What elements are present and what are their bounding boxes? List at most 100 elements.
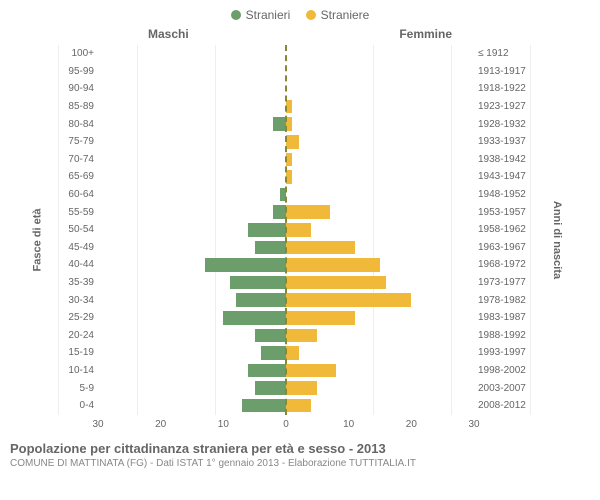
x-tick: 10 — [218, 419, 229, 430]
bar-zone — [98, 168, 474, 186]
age-tick: 70-74 — [58, 154, 98, 165]
birth-tick: 2008-2012 — [474, 400, 530, 411]
birth-tick: 1933-1937 — [474, 136, 530, 147]
age-tick: 20-24 — [58, 330, 98, 341]
age-tick: 35-39 — [58, 277, 98, 288]
age-tick: 60-64 — [58, 189, 98, 200]
bar-zone — [98, 397, 474, 415]
age-tick: 55-59 — [58, 207, 98, 218]
birth-tick: 1953-1957 — [474, 207, 530, 218]
bar-female — [286, 153, 292, 167]
plot-area: Fasce di età Anni di nascita 100+≤ 19129… — [8, 45, 592, 435]
chart-title: Popolazione per cittadinanza straniera p… — [10, 441, 590, 456]
bar-male — [255, 329, 286, 343]
pyramid-rows: 100+≤ 191295-991913-191790-941918-192285… — [58, 45, 530, 415]
age-tick: 65-69 — [58, 171, 98, 182]
bar-female — [286, 117, 292, 131]
age-tick: 80-84 — [58, 119, 98, 130]
legend: Stranieri Straniere — [8, 8, 592, 23]
bar-female — [286, 100, 292, 114]
x-tick: 20 — [155, 419, 166, 430]
pyramid-row: 5-92003-2007 — [58, 379, 530, 397]
header-male: Maschi — [148, 27, 189, 41]
pyramid-row: 70-74 1938-1942 — [58, 151, 530, 169]
bar-female — [286, 241, 355, 255]
bar-zone — [98, 63, 474, 81]
birth-tick: 1948-1952 — [474, 189, 530, 200]
bar-zone — [98, 221, 474, 239]
birth-tick: 1923-1927 — [474, 101, 530, 112]
bar-zone — [98, 98, 474, 116]
bar-zone — [98, 291, 474, 309]
bar-male — [273, 117, 286, 131]
birth-tick: 1943-1947 — [474, 171, 530, 182]
bar-zone — [98, 80, 474, 98]
bar-male — [205, 258, 286, 272]
age-tick: 85-89 — [58, 101, 98, 112]
age-tick: 30-34 — [58, 295, 98, 306]
gridline — [530, 45, 531, 415]
pyramid-row: 55-59 1953-1957 — [58, 203, 530, 221]
bar-male — [273, 205, 286, 219]
legend-swatch-male — [231, 10, 241, 20]
pyramid-row: 65-69 1943-1947 — [58, 168, 530, 186]
bar-zone — [98, 203, 474, 221]
age-tick: 95-99 — [58, 66, 98, 77]
bar-zone — [98, 344, 474, 362]
bar-male — [280, 188, 286, 202]
bar-male — [223, 311, 286, 325]
bar-female — [286, 399, 311, 413]
bar-zone — [98, 362, 474, 380]
age-tick: 25-29 — [58, 312, 98, 323]
age-tick: 50-54 — [58, 224, 98, 235]
pyramid-row: 80-841928-1932 — [58, 115, 530, 133]
pyramid-row: 75-791933-1937 — [58, 133, 530, 151]
birth-tick: 2003-2007 — [474, 383, 530, 394]
birth-tick: 1983-1987 — [474, 312, 530, 323]
pyramid-row: 85-89 1923-1927 — [58, 98, 530, 116]
bar-zone — [98, 186, 474, 204]
bar-zone — [98, 115, 474, 133]
bar-female — [286, 329, 317, 343]
bar-female — [286, 364, 336, 378]
age-tick: 15-19 — [58, 347, 98, 358]
bar-male — [230, 276, 286, 290]
bar-male — [236, 293, 286, 307]
chart-subtitle: COMUNE DI MATTINATA (FG) - Dati ISTAT 1°… — [10, 458, 590, 469]
birth-tick: ≤ 1912 — [474, 48, 530, 59]
bar-female — [286, 135, 299, 149]
pyramid-row: 60-64 1948-1952 — [58, 186, 530, 204]
chart-footer: Popolazione per cittadinanza straniera p… — [8, 435, 592, 469]
pyramid-row: 45-491963-1967 — [58, 239, 530, 257]
pyramid-row: 10-141998-2002 — [58, 362, 530, 380]
pyramid-row: 30-341978-1982 — [58, 291, 530, 309]
bar-zone — [98, 274, 474, 292]
bar-male — [242, 399, 286, 413]
age-tick: 45-49 — [58, 242, 98, 253]
bar-female — [286, 381, 317, 395]
legend-swatch-female — [306, 10, 316, 20]
bar-male — [248, 364, 286, 378]
pyramid-row: 40-441968-1972 — [58, 256, 530, 274]
bar-female — [286, 276, 386, 290]
birth-tick: 1938-1942 — [474, 154, 530, 165]
birth-tick: 1988-1992 — [474, 330, 530, 341]
pyramid-row: 20-24 1988-1992 — [58, 327, 530, 345]
age-tick: 0-4 — [58, 400, 98, 411]
pyramid-row: 25-29 1983-1987 — [58, 309, 530, 327]
age-tick: 90-94 — [58, 83, 98, 94]
bar-zone — [98, 151, 474, 169]
header-female: Femmine — [399, 27, 452, 41]
bar-female — [286, 170, 292, 184]
bar-male — [255, 241, 286, 255]
birth-tick: 1918-1922 — [474, 83, 530, 94]
birth-tick: 1998-2002 — [474, 365, 530, 376]
bar-zone — [98, 379, 474, 397]
pyramid-row: 0-4 2008-2012 — [58, 397, 530, 415]
pyramid-row: 15-191993-1997 — [58, 344, 530, 362]
legend-item-male: Stranieri — [231, 8, 291, 22]
bar-zone — [98, 133, 474, 151]
bar-female — [286, 311, 355, 325]
x-tick: 20 — [406, 419, 417, 430]
y-axis-label-left: Fasce di età — [31, 209, 43, 272]
